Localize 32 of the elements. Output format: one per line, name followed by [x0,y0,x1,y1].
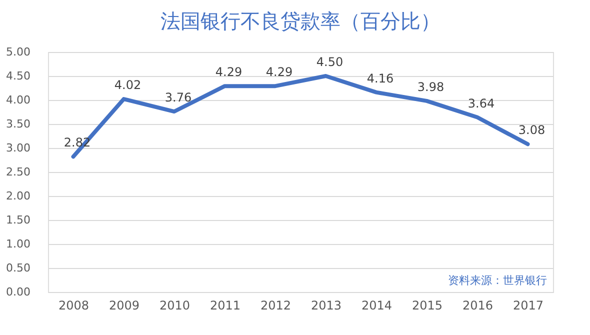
data-label: 3.64 [468,96,495,110]
data-label: 3.76 [164,90,192,105]
data-label: 4.29 [215,65,242,80]
y-tick-label: 4.50 [6,70,30,82]
data-label: 4.16 [366,71,394,86]
y-tick-label: 4.00 [6,94,30,106]
y-tick-label: 3.50 [6,118,30,130]
y-tick-label: 2.50 [6,166,30,178]
y-tick-label: 5.00 [6,46,30,58]
data-label: 4.02 [114,78,142,92]
data-label: 4.50 [316,55,344,69]
x-tick-label: 2017 [512,298,544,312]
x-tick-label: 2015 [412,298,443,312]
annotation: 资料来源：世界银行 [448,274,547,287]
y-tick-label: 2.00 [6,190,30,202]
x-tick-label: 2016 [462,298,494,312]
data-label: 3.98 [417,80,444,94]
data-label: 4.29 [266,65,293,80]
data-label: 3.08 [518,123,546,138]
y-tick-label: 1.00 [6,238,30,250]
x-tick-label: 2009 [108,298,140,312]
x-tick-label: 2013 [310,298,342,312]
x-tick-label: 2010 [159,298,190,312]
y-tick-label: 3.00 [6,142,30,154]
x-tick-label: 2014 [361,298,392,312]
x-tick-label: 2011 [210,298,241,312]
x-tick-label: 2012 [260,298,292,312]
x-tick-label: 2008 [58,298,90,312]
chart-title: 法国银行不良贷款率（百分比） [160,9,440,33]
y-tick-label: 0.50 [6,262,30,274]
y-tick-label: 1.50 [6,214,30,226]
y-tick-label: 0.00 [6,286,30,298]
